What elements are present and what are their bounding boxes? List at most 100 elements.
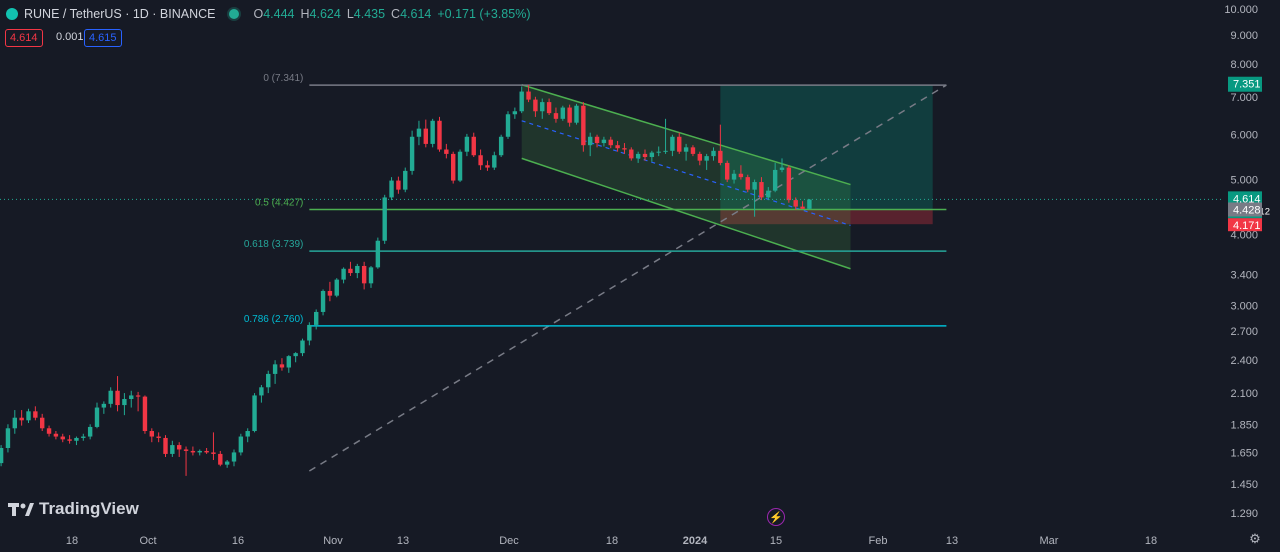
x-axis-tick-label: 18 — [66, 535, 78, 547]
candle-body — [149, 431, 154, 437]
price-axis-label — [1228, 202, 1262, 217]
candle-body — [594, 136, 600, 144]
market-open-status-icon — [229, 9, 240, 19]
candle-body — [512, 111, 518, 115]
candle-body — [444, 149, 449, 154]
candle-body — [416, 128, 422, 137]
candle-body — [46, 428, 52, 434]
candle-body — [752, 182, 757, 190]
y-axis-tick-label: 4.000 — [1230, 229, 1258, 241]
candle-body — [81, 436, 86, 438]
candle-body — [156, 436, 161, 438]
y-axis-tick-label: 3.400 — [1230, 269, 1258, 281]
candle-body — [615, 145, 620, 149]
candle-body — [766, 190, 771, 198]
y-axis-tick-label: 1.650 — [1230, 447, 1258, 459]
candle-body — [533, 99, 538, 112]
open-label: O — [253, 7, 264, 21]
candle-body — [807, 199, 812, 209]
candle-body — [656, 151, 661, 153]
candle-body — [382, 197, 387, 241]
candle-body — [26, 411, 31, 421]
channel-mid-line — [521, 120, 851, 227]
y-axis-tick-label: 5.000 — [1230, 175, 1258, 187]
x-axis-tick-label: Mar — [1040, 535, 1059, 547]
candle-body — [53, 433, 59, 437]
candle-body — [642, 153, 648, 158]
spread-value: 0.001 — [56, 31, 84, 43]
candle-body — [567, 107, 572, 123]
candle-body — [129, 395, 134, 400]
candle-body — [581, 105, 586, 146]
candle-body — [498, 136, 504, 156]
candle-body — [526, 91, 531, 100]
candle-body — [409, 136, 415, 171]
candle-body — [334, 279, 339, 296]
candle-body — [183, 449, 189, 451]
candle-body — [355, 265, 360, 274]
candle-body — [252, 395, 257, 432]
candle-body — [60, 436, 65, 440]
candle-body — [519, 91, 524, 112]
buy-price-button[interactable]: 4.615 — [84, 29, 122, 47]
candle-body — [492, 155, 497, 168]
channel-fill — [521, 84, 851, 269]
flash-event-icon[interactable]: ⚡ — [767, 508, 785, 526]
candle-body — [546, 102, 552, 114]
candle-body — [635, 153, 641, 159]
candle-body — [683, 147, 689, 152]
candle-body — [87, 426, 93, 437]
candle-body — [197, 450, 202, 453]
candle-body — [553, 113, 559, 119]
candle-body — [471, 136, 476, 156]
y-axis-tick-label: 10.000 — [1224, 4, 1258, 16]
high-value: 4.624 — [309, 7, 341, 21]
tradingview-logo[interactable]: TradingView — [8, 499, 139, 519]
y-axis-tick-label: 6.000 — [1230, 130, 1258, 142]
low-label: L — [346, 7, 354, 21]
candle-body — [505, 114, 511, 137]
candle-body — [348, 268, 353, 274]
candle-body — [629, 149, 634, 159]
candle-body — [238, 436, 244, 453]
candle-body — [670, 136, 675, 151]
candle-body — [307, 324, 312, 341]
y-axis-tick-label: 9.000 — [1230, 30, 1258, 42]
candle-body — [601, 139, 607, 144]
chart-settings-icon[interactable]: ⚙ — [1249, 531, 1261, 546]
y-axis-tick-label: 7.000 — [1230, 92, 1258, 104]
candle-body — [800, 206, 805, 209]
candle-body — [389, 180, 394, 198]
y-axis-tick-label: 2.400 — [1230, 355, 1258, 367]
y-axis-tick-label: 3.000 — [1230, 300, 1258, 312]
candle-body — [320, 290, 326, 312]
low-value: 4.435 — [353, 7, 386, 21]
close-label: C — [391, 7, 401, 21]
candle-body — [485, 165, 490, 168]
open-value: 4.444 — [263, 7, 295, 21]
candle-body — [0, 447, 4, 464]
fib-level-label: 0.618 (3.739) — [244, 239, 304, 250]
sell-price-button[interactable]: 4.614 — [5, 29, 43, 47]
y-axis-tick-label: 1.290 — [1230, 508, 1258, 520]
candle-body — [33, 411, 38, 418]
candle-body — [375, 240, 381, 268]
candle-body — [190, 450, 196, 453]
candle-body — [211, 452, 216, 454]
y-axis-tick-label: 1.850 — [1230, 419, 1258, 431]
candle-body — [300, 340, 305, 354]
candle-body — [368, 267, 374, 284]
candle-body — [108, 390, 113, 404]
symbol-title[interactable]: RUNE / TetherUS · 1D · BINANCE — [24, 7, 216, 21]
candle-body — [218, 453, 223, 465]
candle-body — [574, 105, 579, 123]
channel-upper-line — [521, 84, 851, 186]
symbol-logo-icon — [6, 8, 18, 20]
candle-body — [677, 136, 682, 152]
y-axis-tick-label: 8.000 — [1230, 59, 1258, 71]
x-axis-tick-label: 18 — [1145, 535, 1157, 547]
candle-body — [361, 265, 367, 284]
candle-body — [142, 396, 148, 432]
